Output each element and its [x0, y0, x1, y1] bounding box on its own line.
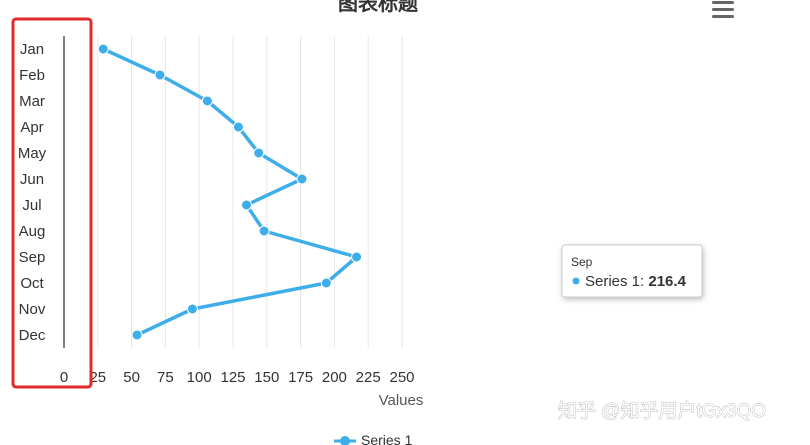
category-label: Jul [22, 197, 41, 214]
category-label: Nov [19, 301, 46, 318]
category-label: Jan [20, 41, 44, 58]
data-point[interactable] [351, 251, 363, 263]
tooltip-series-dot [572, 277, 580, 285]
tooltip-value: 216.4 [648, 273, 686, 290]
category-axis-highlight [11, 17, 93, 389]
category-label: Oct [20, 275, 44, 292]
category-labels: Jan Feb Mar Apr May Jun Jul Aug Sep Oct Nov Dec [18, 41, 47, 344]
x-tick-labels: 0 25 50 75 100 125 150 175 200 225 250 [60, 369, 415, 386]
x-tick-label: 50 [123, 369, 140, 386]
grid-lines [97, 36, 403, 348]
x-tick-label: 100 [187, 369, 212, 386]
watermark: 知乎 @知乎用户tGx3QO [558, 400, 766, 422]
data-point[interactable] [186, 303, 198, 315]
tooltip-text: Series 1: 216.4 [585, 273, 687, 290]
hamburger-menu-icon [712, 1, 734, 18]
legend[interactable]: Series 1 [334, 432, 413, 445]
tooltip-series-label: Series 1: [585, 273, 648, 290]
x-tick-label: 150 [254, 369, 279, 386]
tooltip: Sep Series 1: 216.4 [561, 244, 703, 298]
x-tick-label: 125 [220, 369, 245, 386]
menu-button[interactable] [712, 1, 734, 18]
category-label: May [18, 145, 47, 162]
x-axis-title: Values [379, 392, 424, 409]
tooltip-category: Sep [571, 255, 593, 269]
chart-title: 图表标题 [338, 0, 419, 15]
tooltip-box [561, 244, 703, 298]
data-point[interactable] [201, 95, 213, 107]
category-label: Aug [19, 223, 46, 240]
legend-label: Series 1 [361, 432, 413, 445]
x-tick-label: 75 [157, 369, 174, 386]
category-label: Jun [20, 171, 44, 188]
series-1 [97, 43, 363, 341]
series-line [101, 47, 359, 337]
x-tick-label: 175 [288, 369, 313, 386]
data-point[interactable] [296, 173, 308, 185]
category-label: Mar [19, 93, 45, 110]
x-tick-label: 25 [89, 369, 106, 386]
data-point[interactable] [320, 277, 332, 289]
category-label: Sep [19, 249, 46, 266]
data-point[interactable] [131, 329, 143, 341]
x-tick-label: 200 [322, 369, 347, 386]
data-point[interactable] [253, 147, 265, 159]
legend-dot-icon [340, 436, 350, 445]
x-tick-label: 225 [356, 369, 381, 386]
x-tick-label: 250 [389, 369, 414, 386]
x-tick-label: 0 [60, 369, 68, 386]
data-point[interactable] [258, 225, 270, 237]
category-label: Dec [19, 327, 46, 344]
data-point[interactable] [241, 199, 253, 211]
category-label: Feb [19, 67, 45, 84]
category-label: Apr [20, 119, 43, 136]
data-point[interactable] [154, 69, 166, 81]
data-point[interactable] [97, 43, 109, 55]
data-point[interactable] [232, 121, 244, 133]
